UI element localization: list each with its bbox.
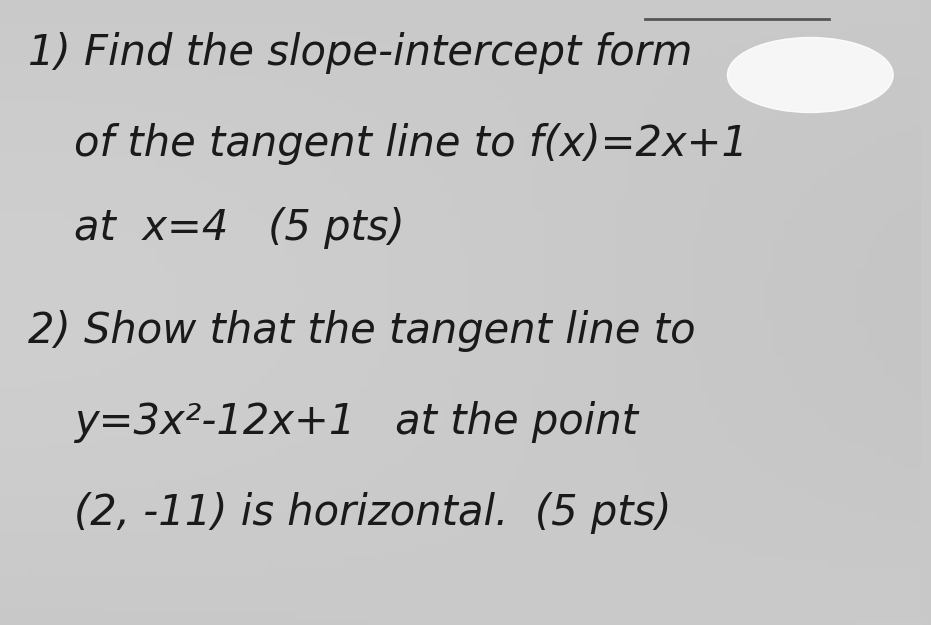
Text: of the tangent line to f(x)=2x+1: of the tangent line to f(x)=2x+1	[74, 122, 748, 165]
Text: y=3x²-12x+1   at the point: y=3x²-12x+1 at the point	[74, 401, 638, 443]
Text: (2, -11) is horizontal.  (5 pts): (2, -11) is horizontal. (5 pts)	[74, 491, 671, 534]
Text: at  x=4   (5 pts): at x=4 (5 pts)	[74, 207, 404, 249]
Text: 2) Show that the tangent line to: 2) Show that the tangent line to	[28, 310, 695, 352]
Ellipse shape	[727, 38, 893, 112]
Text: 1) Find the slope-intercept form: 1) Find the slope-intercept form	[28, 32, 692, 74]
